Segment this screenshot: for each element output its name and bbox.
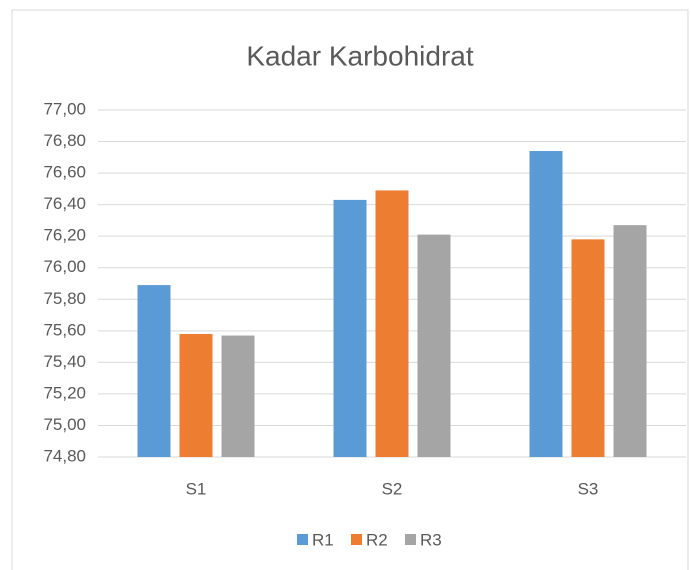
y-tick-label: 75,20 bbox=[43, 383, 86, 402]
bar bbox=[137, 285, 171, 457]
y-tick-label: 76,60 bbox=[43, 163, 86, 182]
bar bbox=[333, 199, 367, 457]
y-tick-label: 76,40 bbox=[43, 194, 86, 213]
chart-title: Kadar Karbohidrat bbox=[246, 40, 473, 71]
legend-swatch bbox=[405, 534, 416, 545]
bar bbox=[417, 234, 451, 457]
x-tick-label: S1 bbox=[186, 479, 207, 498]
legend-swatch bbox=[351, 534, 362, 545]
bar bbox=[571, 239, 605, 457]
y-tick-label: 75,40 bbox=[43, 352, 86, 371]
y-tick-label: 76,20 bbox=[43, 226, 86, 245]
y-tick-label: 74,80 bbox=[43, 446, 86, 465]
y-tick-label: 75,80 bbox=[43, 289, 86, 308]
x-tick-label: S3 bbox=[578, 479, 599, 498]
y-tick-label: 75,00 bbox=[43, 415, 86, 434]
y-tick-label: 77,00 bbox=[43, 99, 86, 118]
legend-label: R3 bbox=[420, 530, 442, 549]
y-tick-label: 76,00 bbox=[43, 257, 86, 276]
bar bbox=[375, 190, 409, 457]
bar bbox=[529, 151, 563, 457]
y-tick-label: 75,60 bbox=[43, 320, 86, 339]
bar bbox=[613, 225, 647, 457]
y-tick-label: 76,80 bbox=[43, 131, 86, 150]
x-tick-label: S2 bbox=[382, 479, 403, 498]
legend-label: R2 bbox=[366, 530, 388, 549]
legend-label: R1 bbox=[312, 530, 334, 549]
legend-swatch bbox=[297, 534, 308, 545]
bar bbox=[179, 333, 213, 457]
bar bbox=[221, 335, 255, 457]
